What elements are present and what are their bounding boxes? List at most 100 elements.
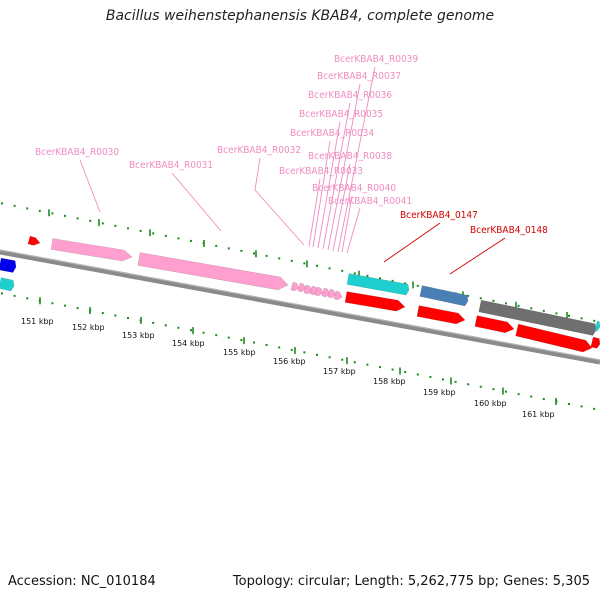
trna-feature (333, 291, 342, 300)
tick-dot (26, 207, 29, 210)
tick-dot (492, 299, 495, 302)
tick-dot (76, 307, 79, 310)
tick-dot (227, 247, 230, 250)
cds-feature (474, 315, 514, 333)
rrna-feature-23s-edge (137, 252, 289, 291)
cds-feature-blue (0, 258, 16, 273)
tick-label: 159 kbp (423, 388, 456, 397)
tick-dot (253, 252, 255, 255)
trna-feature (327, 289, 336, 298)
tick-dot (517, 393, 520, 396)
feature-label: BcerKBAB4_R0039 (334, 54, 418, 65)
cds-feature-cyan-left (0, 277, 14, 291)
tick-dot (416, 284, 419, 287)
cds-feature-blue-edge (0, 257, 17, 273)
feature-label: BcerKBAB4_R0031 (129, 160, 213, 171)
trna-feature (297, 283, 306, 292)
tick-label: 155 kbp (223, 348, 256, 357)
cds-feature-edge (515, 323, 593, 353)
cds-feature-0148-edge (416, 305, 466, 325)
tick-dot (379, 366, 381, 369)
tick-dot (492, 388, 495, 391)
tick-dot (265, 254, 268, 257)
tick-dot (190, 329, 192, 332)
tick-label: 152 kbp (72, 323, 105, 332)
tick-dot (152, 232, 155, 235)
label-callouts (79, 66, 506, 275)
feature-label: BcerKBAB4_R0040 (312, 183, 396, 194)
tick-dot (13, 294, 16, 297)
tick-dot (240, 249, 243, 252)
feature-label: BcerKBAB4_0148 (470, 225, 548, 236)
callout-line (332, 163, 351, 252)
tick-dot (215, 334, 218, 337)
tick-dot (290, 259, 293, 262)
feature-label: BcerKBAB4_0147 (400, 210, 478, 221)
tick-dot (202, 331, 205, 334)
trna-feature-edge (290, 281, 300, 292)
trna-feature (290, 282, 299, 291)
cds-feature-0148 (416, 305, 465, 324)
tick-dot (479, 385, 482, 388)
tick-dot (1, 202, 3, 205)
tick-dot (177, 237, 180, 240)
tick-dot (101, 222, 104, 225)
tick-dot (114, 224, 117, 227)
cds-feature-cyan-left-edge (0, 277, 15, 292)
feature-label: BcerKBAB4_R0036 (308, 90, 392, 101)
trna-feature-edge (327, 288, 337, 299)
feature-label: BcerKBAB4_R0030 (35, 147, 119, 158)
cds-feature-edge (27, 235, 41, 246)
tick-dot (580, 317, 583, 320)
cds-feature-gray (478, 300, 596, 336)
tick-dot (530, 395, 533, 398)
tick-dot (517, 304, 520, 307)
tick-dot (454, 380, 457, 383)
tick-dot (555, 312, 558, 315)
tick-dot (89, 219, 92, 222)
tick-dot (442, 378, 444, 381)
trna-feature (321, 288, 330, 297)
trna-feature-edge (321, 287, 331, 298)
feature-track[interactable] (0, 235, 600, 353)
cds-feature-steel-edge (419, 285, 469, 307)
cds-feature-0147-edge (344, 291, 406, 312)
outer-tick-ring (1, 202, 596, 322)
cds-feature-steel (419, 285, 468, 306)
tick-dot (379, 277, 381, 280)
tick-dot (1, 292, 3, 295)
rrna-feature-16s (51, 238, 132, 261)
tick-dot (127, 316, 129, 319)
rrna-feature-23s (137, 252, 288, 290)
feature-label: BcerKBAB4_R0033 (279, 166, 363, 177)
callout-line (383, 222, 441, 263)
tick-dot (13, 204, 16, 207)
feature-label: BcerKBAB4_R0037 (317, 71, 401, 82)
tick-dot (328, 267, 331, 270)
tick-dot (341, 269, 344, 272)
trna-feature-edge (314, 286, 324, 297)
callout-line (337, 66, 376, 253)
feature-label: BcerKBAB4_R0032 (217, 145, 301, 156)
tick-dot (353, 272, 356, 275)
cds-feature-edge (590, 336, 600, 349)
callout-line (171, 172, 222, 232)
tick-label: 156 kbp (273, 357, 306, 366)
tick-dot (341, 358, 344, 361)
tick-dot (568, 314, 570, 317)
tick-dot (215, 244, 218, 247)
cds-feature-0147 (345, 291, 405, 312)
tick-labels: 151 kbp 152 kbp 153 kbp 154 kbp 155 kbp 156 k… (21, 317, 555, 419)
tick-dot (467, 383, 470, 386)
tick-dot (38, 209, 41, 212)
tick-label: 154 kbp (172, 339, 205, 348)
genome-backbone (0, 249, 600, 365)
inner-tick-ring (1, 292, 596, 410)
tick-dot (391, 279, 394, 282)
tick-label: 161 kbp (522, 410, 555, 419)
tick-label: 151 kbp (21, 317, 54, 326)
tick-label: 158 kbp (373, 377, 406, 386)
tick-dot (278, 257, 281, 260)
tick-dot (253, 341, 255, 344)
